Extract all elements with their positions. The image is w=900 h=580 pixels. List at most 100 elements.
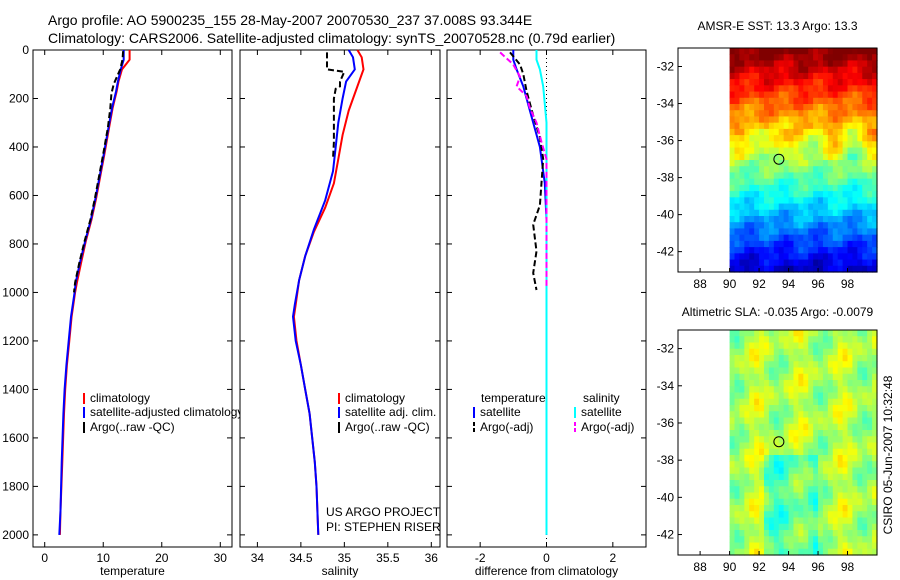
map-cell: [852, 247, 858, 254]
map-cell: [847, 548, 854, 556]
map-cell: [768, 367, 775, 375]
map-cell: [832, 417, 839, 425]
map-cell: [783, 135, 790, 142]
map-cell: [788, 336, 795, 344]
map-cell: [788, 209, 795, 217]
map-cell: [867, 122, 873, 130]
map-cell: [813, 60, 819, 68]
map-cell: [788, 141, 795, 149]
map-cell: [832, 259, 839, 267]
map-cell: [798, 442, 804, 450]
map-cell: [788, 536, 795, 544]
map-cell: [857, 110, 863, 118]
map-cell: [808, 480, 814, 487]
map-cell: [744, 79, 750, 86]
map-cell: [808, 498, 814, 506]
map-cell: [768, 523, 775, 531]
map-cell: [798, 330, 804, 337]
map-cell: [773, 141, 780, 149]
map-cell: [818, 392, 824, 400]
map-cell: [739, 147, 745, 155]
map-cell: [734, 361, 741, 369]
map-cell: [759, 79, 765, 86]
map-cell: [867, 203, 873, 211]
map-cell: [729, 147, 736, 155]
map-cell: [763, 259, 770, 267]
map-cell: [759, 259, 765, 267]
map-cell: [847, 436, 854, 444]
series-line-argo-raw-qc-: [326, 52, 346, 160]
map-cell: [763, 48, 770, 55]
map-cell: [832, 247, 839, 254]
map-cell: [763, 530, 770, 537]
map-cell: [744, 184, 750, 192]
map-cell: [773, 505, 780, 512]
map-cell: [867, 228, 873, 236]
map-cell: [778, 373, 785, 381]
map-cell: [818, 166, 824, 174]
map-cell: [857, 517, 863, 525]
map-cell: [793, 54, 799, 62]
map-cell: [729, 473, 736, 481]
map-cell: [803, 222, 809, 230]
map-cell: [768, 85, 775, 93]
map-cell: [857, 430, 863, 437]
map-cell: [788, 79, 795, 86]
map-cell: [754, 184, 760, 192]
map-cell: [818, 423, 824, 431]
map-cell: [862, 342, 868, 350]
map-cell: [832, 128, 839, 136]
map-cell: [798, 240, 804, 248]
map-cell: [867, 141, 873, 149]
map-cell: [734, 355, 741, 362]
map-cell: [798, 342, 804, 350]
map-cell: [773, 153, 780, 161]
map-cell: [768, 461, 775, 469]
map-cell: [739, 178, 745, 186]
map-cell: [872, 122, 878, 130]
map-cell: [867, 147, 873, 155]
map-cell: [798, 234, 804, 242]
map-cell: [857, 197, 863, 205]
map-cell: [808, 91, 814, 99]
map-cell: [793, 60, 799, 68]
map-cell: [803, 486, 809, 494]
map-cell: [788, 486, 795, 494]
map-cell: [754, 505, 760, 512]
map-cell: [768, 336, 775, 344]
map-cell: [872, 436, 878, 444]
map-cell: [759, 548, 765, 556]
map-cell: [768, 348, 775, 356]
map-cell: [852, 209, 858, 217]
map-cell: [729, 392, 736, 400]
map-cell: [857, 417, 863, 425]
map-cell: [773, 392, 780, 400]
map-cell: [793, 361, 799, 369]
map-cell: [749, 423, 755, 431]
map-cell: [798, 386, 804, 394]
map-cell: [818, 486, 824, 494]
map-cell: [754, 60, 760, 68]
map-cell: [813, 234, 819, 242]
map-cell: [768, 72, 775, 80]
map-cell: [862, 417, 868, 425]
map-cell: [763, 116, 770, 124]
map-cell: [739, 336, 745, 344]
map-cell: [739, 373, 745, 381]
map-cell: [862, 467, 868, 475]
y-tick-label: -36: [657, 134, 675, 148]
map-cell: [808, 455, 814, 462]
map-cell: [857, 216, 863, 223]
map-cell: [847, 197, 854, 205]
map-cell: [744, 367, 750, 375]
map-cell: [763, 467, 770, 475]
map-cell: [788, 135, 795, 142]
map-cell: [773, 116, 780, 124]
map-cell: [763, 523, 770, 531]
map-cell: [729, 423, 736, 431]
map-cell: [749, 79, 755, 86]
map-cell: [754, 523, 760, 531]
map-cell: [773, 448, 780, 456]
map-cell: [872, 228, 878, 236]
map-cell: [842, 467, 849, 475]
